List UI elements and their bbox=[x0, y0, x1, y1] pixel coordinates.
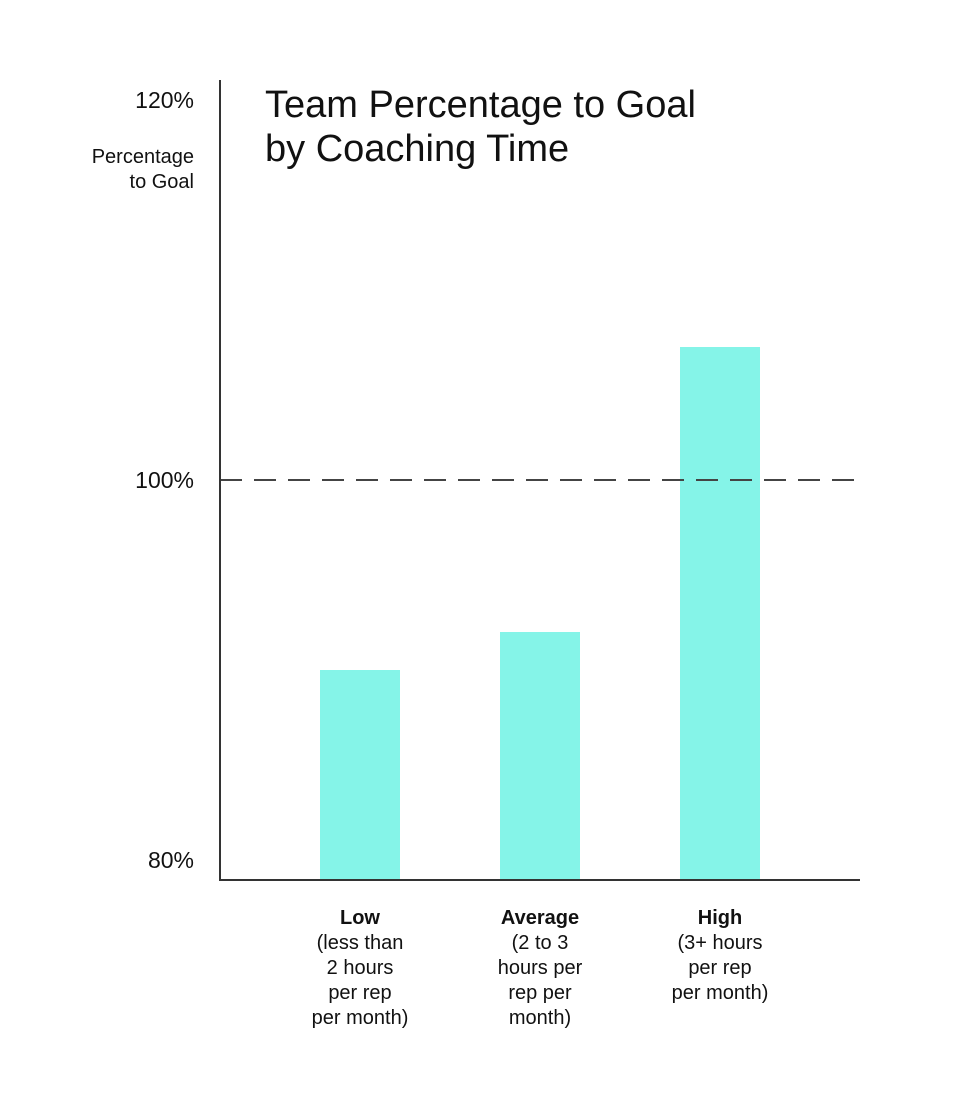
bar-low bbox=[320, 670, 400, 880]
bar-average bbox=[500, 632, 580, 880]
chart-title-line-1: Team Percentage to Goal bbox=[265, 84, 696, 126]
x-tick-sublabel-low-4: per month) bbox=[312, 1007, 409, 1029]
x-tick-label-average: Average bbox=[501, 907, 579, 929]
x-tick-sublabel-average-2: hours per bbox=[498, 957, 583, 979]
x-tick-sublabel-high-2: per rep bbox=[688, 957, 751, 979]
x-tick-sublabel-low-3: per rep bbox=[328, 982, 391, 1004]
x-tick-sublabel-low-2: 2 hours bbox=[327, 957, 394, 979]
x-tick-sublabel-average-1: (2 to 3 bbox=[512, 932, 569, 954]
x-tick-sublabel-average-3: rep per bbox=[508, 982, 572, 1004]
x-axis-labels-group: Low (less than 2 hours per rep per month) Ave… bbox=[312, 907, 769, 1029]
bar-high bbox=[680, 347, 760, 880]
y-tick-label-100: 100% bbox=[135, 467, 194, 493]
x-tick-label-high: High bbox=[698, 907, 742, 929]
y-axis-label-line-1: Percentage bbox=[92, 146, 194, 168]
x-tick-sublabel-high-1: (3+ hours bbox=[677, 932, 762, 954]
x-tick-sublabel-average-4: month) bbox=[509, 1007, 571, 1029]
x-tick-sublabel-high-3: per month) bbox=[672, 982, 769, 1004]
chart-title-line-2: by Coaching Time bbox=[265, 128, 569, 170]
y-tick-label-120: 120% bbox=[135, 87, 194, 113]
x-tick-sublabel-low-1: (less than bbox=[317, 932, 404, 954]
y-tick-label-80: 80% bbox=[148, 847, 194, 873]
x-tick-label-low: Low bbox=[340, 907, 380, 929]
bars-group bbox=[320, 347, 760, 880]
y-axis-label-line-2: to Goal bbox=[130, 171, 194, 193]
